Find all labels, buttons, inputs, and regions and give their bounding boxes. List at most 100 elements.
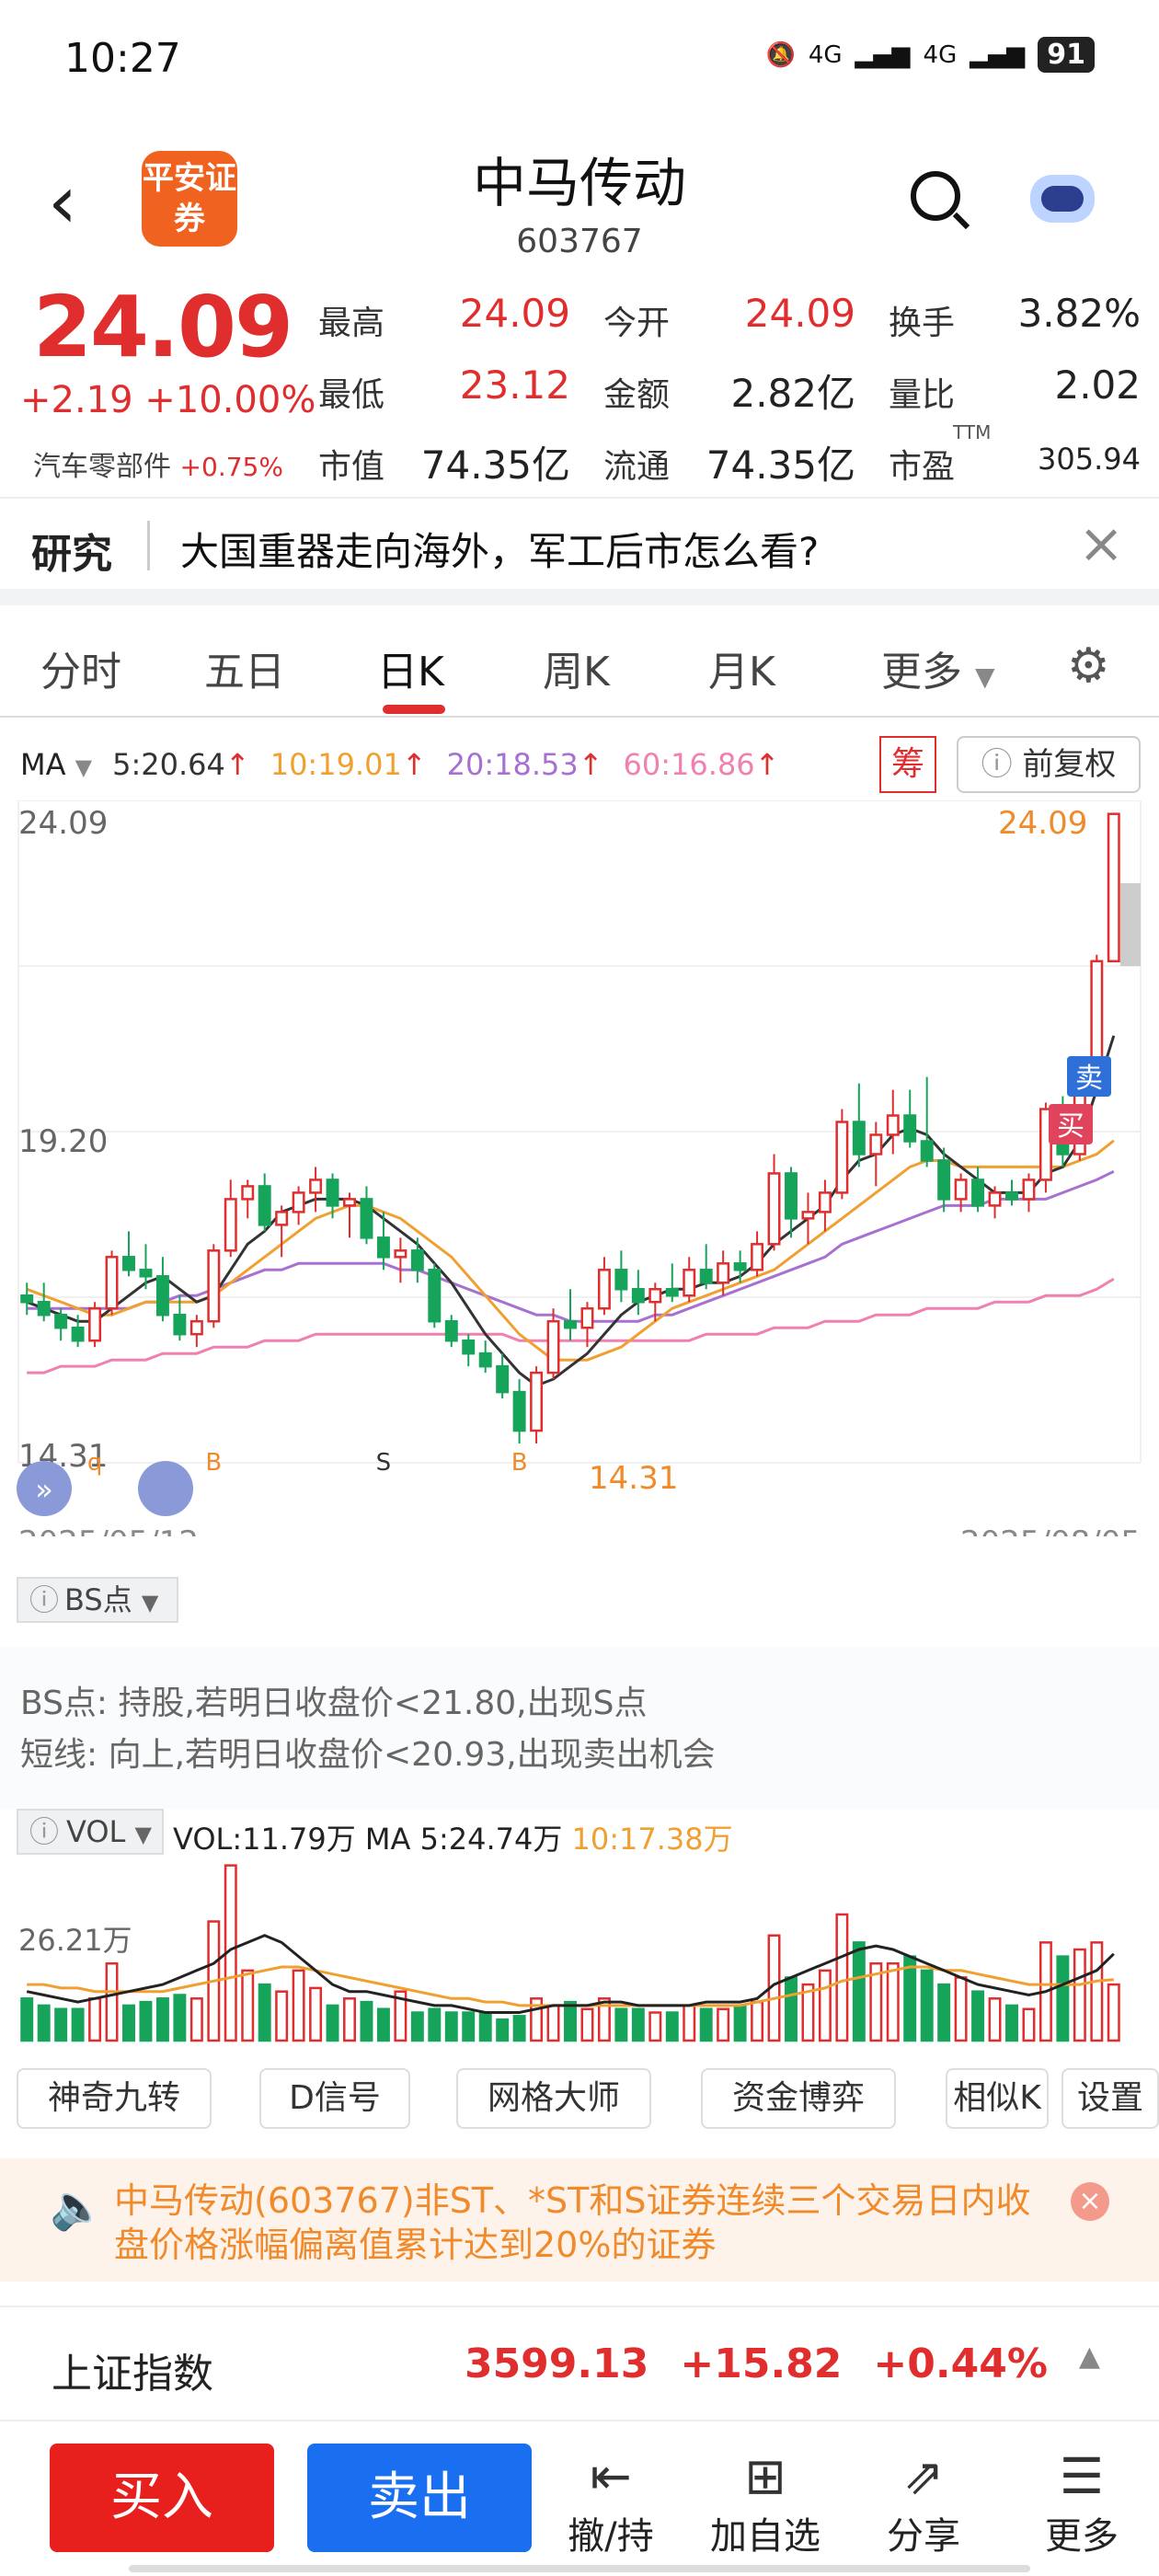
- tab-daily-k[interactable]: 日K: [377, 649, 444, 696]
- signal-label-2: 4G: [923, 40, 958, 69]
- volume-bar: [444, 2011, 458, 2042]
- tool-similar-k[interactable]: 相似K: [946, 2068, 1049, 2129]
- candle-body: [580, 1306, 594, 1329]
- volume-bar: [88, 1997, 102, 2042]
- candle-body: [258, 1185, 271, 1226]
- divider: [147, 521, 150, 570]
- candle-body: [139, 1269, 153, 1278]
- volume-bar: [54, 2007, 68, 2042]
- adjust-price-button[interactable]: ⓘ 前复权: [957, 736, 1141, 793]
- volume-bar: [971, 1990, 985, 2042]
- quote-label-turnover: 换手: [889, 305, 956, 342]
- buy-button[interactable]: 买入: [50, 2444, 274, 2552]
- candle-body: [88, 1306, 102, 1342]
- chips-button[interactable]: 筹: [879, 736, 936, 793]
- quote-label-float: 流通: [603, 448, 671, 486]
- tab-intraday[interactable]: 分时: [40, 649, 121, 696]
- volume-bar: [683, 2004, 696, 2042]
- menu-icon: ☰: [1059, 2447, 1105, 2505]
- quote-label-pe: 市盈: [889, 448, 956, 486]
- tool-fund-game[interactable]: 资金博弈: [701, 2068, 896, 2129]
- research-headline[interactable]: 大国重器走向海外，军工后市怎么看?: [180, 529, 820, 574]
- vol-indicator-tag[interactable]: ⓘ VOL ▼: [17, 1809, 164, 1855]
- nav-more[interactable]: ☰ 更多: [1027, 2447, 1137, 2559]
- volume-bar: [564, 2000, 577, 2042]
- tab-monthly-k[interactable]: 月K: [708, 649, 775, 696]
- search-icon[interactable]: [911, 171, 960, 221]
- bs-signal-label: B: [205, 1449, 222, 1477]
- ma10-value: 10:19.01↑: [270, 747, 427, 782]
- volume-bar: [105, 1961, 119, 2042]
- current-price: 24.09: [33, 278, 293, 376]
- candle-body: [428, 1269, 442, 1323]
- back-icon[interactable]: ‹: [48, 159, 77, 245]
- volume-bar: [751, 2000, 764, 2042]
- volume-bar: [886, 1961, 900, 2042]
- arrow-up-icon: ↑: [401, 747, 427, 782]
- bs-tag-label: BS点: [64, 1582, 132, 1617]
- close-icon[interactable]: ×: [1071, 2182, 1109, 2221]
- nav-cancel-hold[interactable]: ⇤ 撤/持: [556, 2447, 666, 2559]
- vol-label-26: 26.21万: [18, 1923, 132, 1958]
- fullscreen-icon: [138, 1461, 193, 1516]
- candle-body: [512, 1390, 526, 1432]
- candle-body: [122, 1256, 135, 1271]
- volume-bar: [410, 2011, 424, 2042]
- candle-body: [937, 1159, 951, 1201]
- index-change: +15.82: [680, 2340, 843, 2387]
- chevron-up-icon[interactable]: ▲: [1078, 2340, 1100, 2373]
- broker-logo: 平安证券: [142, 151, 237, 247]
- candles: [20, 812, 1120, 1444]
- candle-body: [665, 1288, 679, 1297]
- vol-info: VOL:11.79万 MA 5:24.74万 10:17.38万: [173, 1816, 733, 1858]
- candle-body: [869, 1133, 883, 1156]
- ma60-line: [27, 1277, 1115, 1374]
- index-bar[interactable]: [0, 2306, 1159, 2421]
- nav-share[interactable]: ⇗ 分享: [868, 2447, 979, 2559]
- volume-bar: [852, 1941, 866, 2042]
- tool-magic-nine[interactable]: 神奇九转: [17, 2068, 212, 2129]
- nav-add-watchlist[interactable]: ⊞ 加自选: [710, 2447, 820, 2559]
- close-icon[interactable]: ×: [1078, 512, 1125, 576]
- tool-grid-master[interactable]: 网格大师: [456, 2068, 651, 2129]
- ma60-value: 60:16.86↑: [624, 747, 780, 782]
- ma60-text: 60:16.86: [623, 747, 755, 782]
- sell-tag-box: [1067, 1056, 1111, 1097]
- sector-info[interactable]: 汽车零部件 +0.75%: [33, 443, 283, 484]
- candle-body: [1107, 812, 1120, 963]
- gear-icon[interactable]: ⚙: [1067, 638, 1110, 694]
- volume-chart[interactable]: 26.21万: [0, 1858, 1159, 2052]
- add-icon: ⊞: [744, 2447, 786, 2505]
- quote-label-vol-ratio: 量比: [889, 376, 956, 414]
- bs-signal-label: B: [511, 1449, 528, 1477]
- ma-label[interactable]: MA ▼: [20, 747, 92, 782]
- notice-text[interactable]: 中马传动(603767)非ST、*ST和S证券连续三个交易日内收盘价格涨幅偏离值…: [114, 2180, 1031, 2265]
- candle-body: [326, 1179, 339, 1207]
- tab-five-day[interactable]: 五日: [204, 649, 285, 696]
- candle-body: [207, 1249, 221, 1323]
- sell-tag-text: 卖: [1075, 1063, 1103, 1095]
- change-percent: +10.00%: [144, 379, 316, 421]
- tool-d-signal[interactable]: D信号: [259, 2068, 410, 2129]
- candle-body: [733, 1262, 747, 1271]
- vol-ma5: MA 5:24.74万: [364, 1822, 563, 1857]
- candle-body: [478, 1351, 492, 1368]
- tool-settings[interactable]: 设置: [1061, 2068, 1159, 2129]
- tab-weekly-k[interactable]: 周K: [543, 649, 610, 696]
- volume-bar: [648, 2011, 662, 2042]
- sell-button[interactable]: 卖出: [307, 2444, 532, 2552]
- candle-body: [241, 1185, 255, 1201]
- volume-bar: [785, 1976, 798, 2042]
- bs-indicator-tag[interactable]: ⓘ BS点 ▼: [17, 1577, 178, 1623]
- assistant-robot-icon[interactable]: [1030, 175, 1095, 223]
- ma5-text: 5:20.64: [112, 747, 225, 782]
- volume-bar: [1056, 1955, 1070, 2042]
- section-gap: [0, 589, 1159, 605]
- candle-body: [1022, 1179, 1036, 1201]
- quote-label-open: 今开: [603, 305, 671, 342]
- volume-bar: [1107, 1983, 1120, 2042]
- tab-more[interactable]: 更多 ▼: [881, 638, 995, 697]
- status-time: 10:27: [64, 35, 181, 82]
